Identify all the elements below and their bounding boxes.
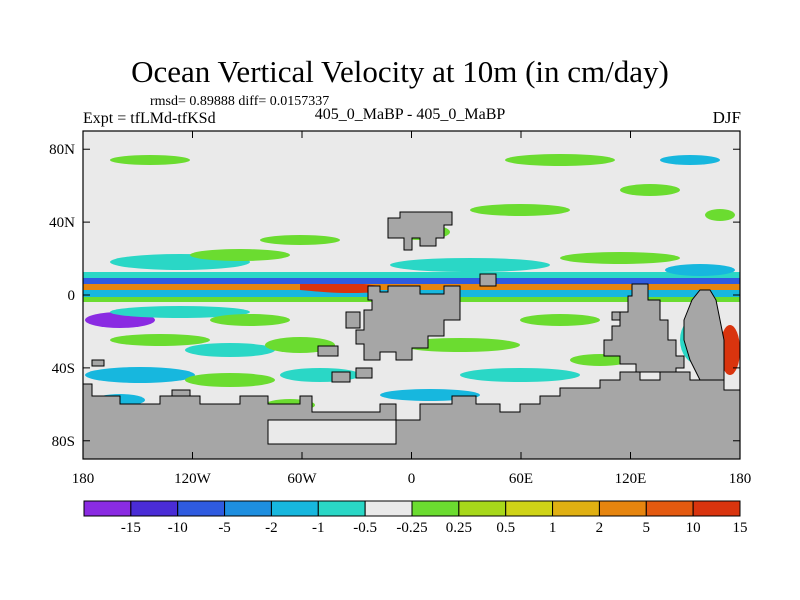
- y-tick-label: 40S: [52, 361, 75, 377]
- colorbar-swatch: [317, 500, 366, 517]
- colorbar-label: -2: [265, 520, 278, 536]
- equatorial-band-north: [83, 277, 740, 284]
- y-tick-label: 40N: [49, 215, 75, 231]
- colorbar-label: -0.5: [353, 520, 377, 536]
- season-label: DJF: [712, 108, 741, 127]
- land-peak: [683, 289, 725, 381]
- y-tick-label: 80N: [49, 142, 75, 158]
- land-north-america-tip: [387, 211, 453, 251]
- colorbar-label: -15: [121, 520, 141, 536]
- field-blob: [665, 264, 735, 276]
- field-blob: [720, 325, 740, 375]
- colorbar-swatch: [224, 500, 272, 517]
- field-blob: [705, 209, 735, 221]
- chart-title: Ocean Vertical Velocity at 10m (in cm/da…: [131, 54, 669, 89]
- field-blob: [110, 334, 210, 346]
- experiment-label: Expt = tfLMd-tfKSd: [83, 110, 216, 127]
- colorbar-swatch: [458, 500, 507, 517]
- colorbar-swatch: [645, 500, 694, 517]
- case-label: 405_0_MaBP - 405_0_MaBP: [314, 106, 506, 123]
- land-island: [331, 371, 351, 383]
- land-island: [317, 345, 339, 357]
- colorbar-label: -1: [312, 520, 325, 536]
- y-tick-label: 80S: [52, 434, 75, 450]
- field-blob: [390, 258, 550, 272]
- x-tick-label: 120E: [615, 471, 647, 487]
- field-blob: [110, 306, 250, 318]
- colorbar-label: 0.25: [446, 520, 472, 536]
- field-blob: [185, 373, 275, 387]
- colorbar-swatch: [83, 500, 132, 517]
- land-island: [345, 311, 361, 329]
- colorbar-swatch: [598, 500, 647, 517]
- equatorial-band-north-fringe: [83, 272, 740, 278]
- colorbar-swatch: [130, 500, 179, 517]
- field-blob: [190, 249, 290, 261]
- equatorial-band-core-strong: [300, 281, 380, 294]
- field-blob: [570, 354, 630, 366]
- colorbar: -15 -10 -5 -2 -1 -0.5 -0.25 0.25 0.5 1 2 5 10 15: [83, 500, 748, 536]
- field-blob: [400, 338, 520, 352]
- field-blob: [520, 314, 600, 326]
- colorbar-label: 0.5: [496, 520, 515, 536]
- x-tick-label: 120W: [174, 471, 212, 487]
- land-island: [355, 367, 373, 379]
- land-island: [91, 359, 105, 367]
- land-antarctica: [82, 371, 741, 460]
- colorbar-label: 2: [596, 520, 604, 536]
- colorbar-swatch: [270, 500, 319, 517]
- land-layer: [82, 211, 741, 460]
- field-blob: [210, 314, 290, 326]
- colorbar-label: 1: [549, 520, 557, 536]
- stats-text: rmsd= 0.89888 diff= 0.0157337: [150, 94, 330, 109]
- land-island: [479, 273, 497, 287]
- colorbar-label: 5: [643, 520, 651, 536]
- colorbar-label: -10: [168, 520, 188, 536]
- axes: 180 120W 60W 0 60E 120E 180 80N 40N 0 40S 80S: [49, 131, 751, 487]
- land-africa-like: [355, 285, 461, 361]
- x-tick-label: 0: [408, 471, 416, 487]
- field-blob: [620, 184, 680, 196]
- colorbar-swatch: [177, 500, 226, 517]
- field-blob: [505, 154, 615, 166]
- field-blob: [260, 235, 340, 245]
- colorbar-swatch: [411, 500, 460, 517]
- x-tick-label: 180: [72, 471, 95, 487]
- field-blob: [185, 343, 275, 357]
- field-blob: [470, 204, 570, 216]
- field-blob: [85, 367, 195, 383]
- x-tick-label: 60W: [287, 471, 317, 487]
- y-tick-label: 0: [68, 288, 76, 304]
- colorbar-label: -5: [218, 520, 231, 536]
- land-ocean-gap: [267, 419, 397, 445]
- colorbar-label: 15: [733, 520, 748, 536]
- field-blob: [560, 252, 680, 264]
- field-blob: [110, 155, 190, 165]
- x-tick-label: 60E: [509, 471, 533, 487]
- x-tick-label: 180: [729, 471, 752, 487]
- colorbar-swatch: [552, 500, 600, 517]
- colorbar-swatch: [505, 500, 554, 517]
- colorbar-label: 10: [686, 520, 701, 536]
- colorbar-swatch: [364, 500, 413, 517]
- field-blob: [460, 368, 580, 382]
- field-blob: [660, 155, 720, 165]
- colorbar-label: -0.25: [396, 520, 427, 536]
- colorbar-swatch: [692, 500, 741, 517]
